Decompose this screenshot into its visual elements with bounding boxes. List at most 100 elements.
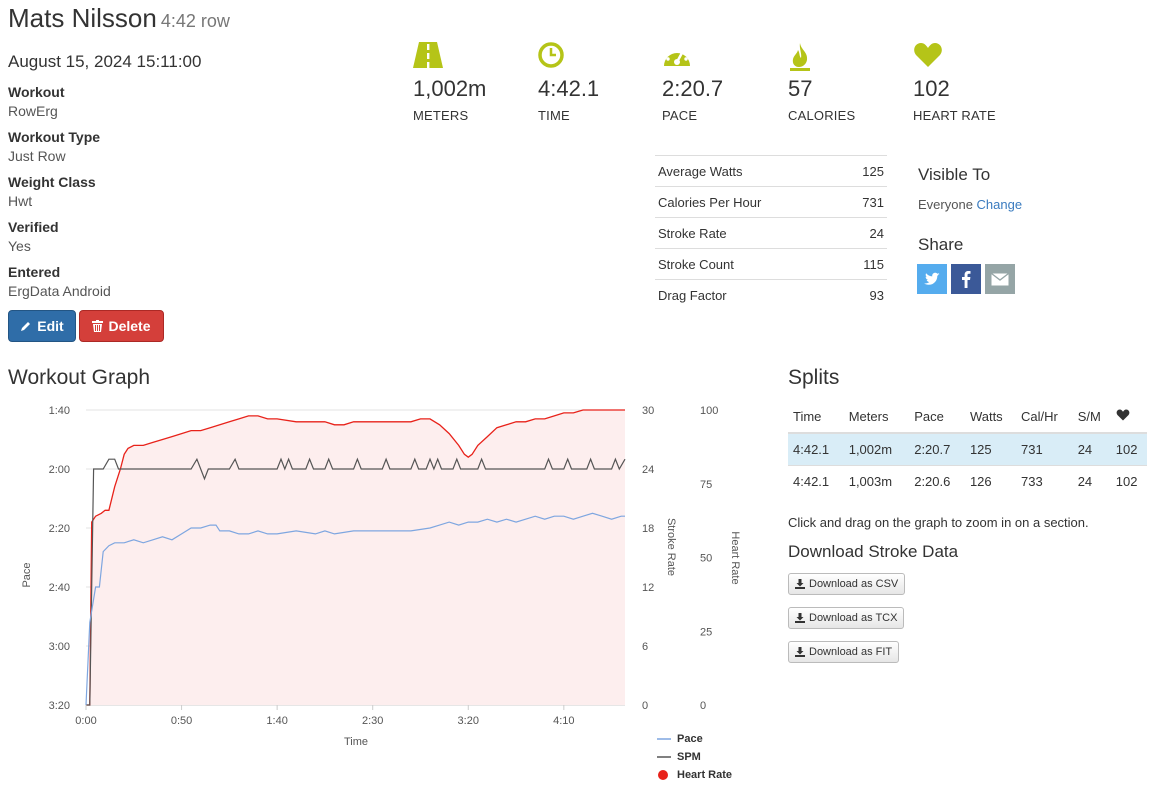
delete-button[interactable]: Delete xyxy=(79,310,164,342)
dashboard-icon xyxy=(664,46,690,66)
legend-label: Pace xyxy=(677,733,703,745)
workout-graph-heading: Workout Graph xyxy=(8,366,151,389)
table-cell: 4:42.1 xyxy=(788,465,844,497)
table-cell: 102 xyxy=(1110,432,1147,466)
metric-value: 731 xyxy=(840,186,887,218)
share-facebook-button[interactable] xyxy=(951,264,981,294)
detail-workout: Workout RowErg xyxy=(8,84,65,119)
column-header: Pace xyxy=(909,401,965,434)
table-row[interactable]: 4:42.1 1,003m 2:20.6 126 733 24 102 xyxy=(788,465,1147,497)
stat-value: 2:20.7 xyxy=(662,76,724,101)
heart-icon xyxy=(1116,409,1130,421)
flame-icon xyxy=(790,43,810,71)
legend-item-spm[interactable]: SPM xyxy=(657,751,701,763)
download-heading: Download Stroke Data xyxy=(788,542,959,561)
detail-value: Hwt xyxy=(8,193,33,209)
stroke-rate-tick-label: 6 xyxy=(642,641,648,653)
time-tick-label: 1:40 xyxy=(266,715,287,727)
stat-label: PACE xyxy=(662,108,698,123)
download-fit-button[interactable]: Download as FIT xyxy=(788,641,900,663)
legend-item-pace[interactable]: Pace xyxy=(657,733,703,745)
column-header: Time xyxy=(788,401,844,434)
edit-button[interactable]: Edit xyxy=(8,310,76,342)
download-label: Download as FIT xyxy=(809,646,893,658)
stat-label: HEART RATE xyxy=(913,108,996,123)
stat-value: 4:42.1 xyxy=(538,76,600,101)
axis-ticks: 1:40 2:00 2:20 2:40 3:00 3:20 30 24 18 12 6 0 100 75 5… xyxy=(49,405,719,727)
stroke-rate-axis-title: Stroke Rate xyxy=(665,518,677,576)
table-cell: 126 xyxy=(964,465,1017,497)
trash-icon xyxy=(92,320,104,332)
table-cell: 24 xyxy=(1072,465,1111,497)
column-header: Cal/Hr xyxy=(1016,401,1073,434)
detail-label: Entered xyxy=(8,264,61,280)
table-cell: 2:20.7 xyxy=(909,432,965,466)
detail-value: Just Row xyxy=(8,148,66,164)
delete-label: Delete xyxy=(108,318,151,334)
heart-rate-tick-label: 0 xyxy=(700,700,706,712)
column-header: Watts xyxy=(964,401,1017,434)
change-visibility-link[interactable]: Change xyxy=(976,197,1023,212)
envelope-icon xyxy=(991,272,1009,285)
stat-label: METERS xyxy=(413,108,469,123)
facebook-icon xyxy=(962,271,971,288)
metric-label: Stroke Count xyxy=(655,248,841,280)
workout-graph[interactable]: 1:40 2:00 2:20 2:40 3:00 3:20 30 24 18 12 6 0 100 75 5… xyxy=(0,395,760,755)
table-row[interactable]: 4:42.1 1,002m 2:20.7 125 731 24 102 xyxy=(788,432,1147,466)
download-tcx-button[interactable]: Download as TCX xyxy=(788,607,905,629)
heart-rate-tick-label: 50 xyxy=(700,553,712,565)
heart-rate-area xyxy=(86,410,625,705)
download-csv-button[interactable]: Download as CSV xyxy=(788,573,906,595)
table-cell: 125 xyxy=(964,432,1017,466)
pace-tick-label: 2:40 xyxy=(49,582,70,594)
legend-label: Heart Rate xyxy=(677,769,733,781)
table-cell: 4:42.1 xyxy=(788,432,844,466)
heart-icon xyxy=(914,43,942,67)
road-icon xyxy=(413,42,443,68)
stroke-rate-tick-label: 0 xyxy=(642,700,648,712)
metric-value: 24 xyxy=(840,217,887,249)
metric-label: Stroke Rate xyxy=(655,217,841,249)
detail-entered: Entered ErgData Android xyxy=(8,264,111,299)
pace-line xyxy=(85,512,625,706)
time-tick-label: 0:50 xyxy=(171,715,192,727)
share-twitter-button[interactable] xyxy=(917,264,947,294)
visibility-value: Everyone xyxy=(918,197,973,212)
stat-heart-rate: 102 HEART RATE xyxy=(913,42,996,123)
table-cell: 733 xyxy=(1016,465,1073,497)
stat-calories: 57 CALORIES xyxy=(788,42,855,123)
metric-row: Stroke Rate 24 xyxy=(655,217,887,249)
legend-item-heart-rate[interactable]: Heart Rate xyxy=(657,769,732,781)
heart-rate-column-header xyxy=(1110,401,1147,434)
table-cell: 1,002m xyxy=(843,432,910,466)
time-tick-label: 2:30 xyxy=(362,715,383,727)
download-icon xyxy=(795,579,805,589)
twitter-icon xyxy=(924,272,940,285)
stat-value: 57 xyxy=(788,76,813,101)
stroke-rate-tick-label: 24 xyxy=(642,464,654,476)
metrics-table: Average Watts 125 Calories Per Hour 731 St… xyxy=(655,155,887,310)
metric-row: Average Watts 125 xyxy=(655,155,887,187)
share-email-button[interactable] xyxy=(985,264,1015,294)
detail-label: Workout Type xyxy=(8,129,101,145)
heart-rate-line xyxy=(86,409,625,706)
stroke-rate-tick-label: 12 xyxy=(642,582,654,594)
table-cell: 731 xyxy=(1016,432,1073,466)
share-heading: Share xyxy=(918,235,964,254)
workout-date: August 15, 2024 15:11:00 xyxy=(8,52,202,71)
column-header: S/M xyxy=(1072,401,1111,434)
metric-value: 93 xyxy=(840,279,887,310)
detail-label: Workout xyxy=(8,84,65,100)
pace-legend-swatch xyxy=(657,738,671,740)
pace-tick-label: 2:00 xyxy=(49,464,70,476)
athlete-name: Mats Nilsson xyxy=(8,3,157,33)
download-icon xyxy=(795,613,805,623)
pace-tick-label: 2:20 xyxy=(49,523,70,535)
table-cell: 1,003m xyxy=(843,465,910,497)
metric-row: Drag Factor 93 xyxy=(655,279,887,310)
heart-rate-tick-label: 75 xyxy=(700,479,712,491)
column-header: Meters xyxy=(843,401,910,434)
heart-rate-tick-label: 100 xyxy=(700,405,718,417)
edit-label: Edit xyxy=(37,318,64,334)
detail-value: Yes xyxy=(8,238,31,254)
